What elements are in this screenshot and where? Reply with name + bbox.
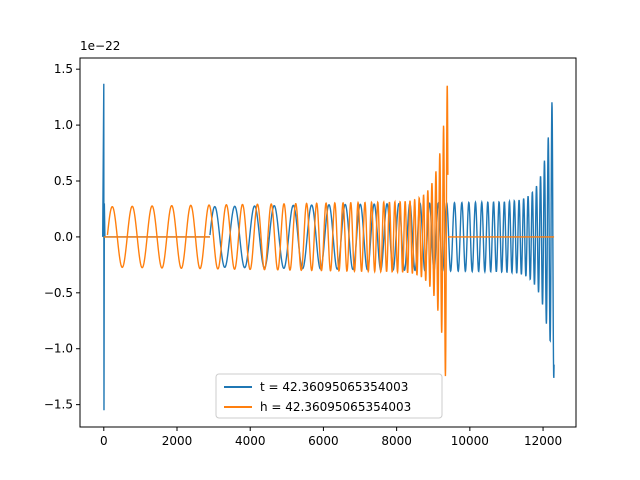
y-offset-label: 1e−22: [80, 39, 120, 53]
series-h: [103, 85, 555, 377]
x-tick-label: 6000: [308, 434, 339, 448]
x-tick-label: 0: [100, 434, 108, 448]
legend-label: h = 42.36095065354003: [260, 400, 411, 414]
y-tick-label: 1.0: [54, 118, 73, 132]
y-axis: −1.5 −1.0 −0.5 0.0 0.5 1.0 1.5: [44, 62, 80, 412]
legend: t = 42.36095065354003 h = 42.360950653540…: [215, 373, 443, 419]
y-tick-label: 0.0: [54, 230, 73, 244]
y-tick-label: 0.5: [54, 174, 73, 188]
plot-area: [102, 83, 555, 411]
y-tick-label: 1.5: [54, 62, 73, 76]
y-tick-label: −1.0: [44, 342, 73, 356]
y-tick-label: −0.5: [44, 286, 73, 300]
legend-label: t = 42.36095065354003: [260, 380, 408, 394]
series-line-segment: [102, 83, 106, 411]
y-tick-label: −1.5: [44, 398, 73, 412]
x-tick-label: 4000: [235, 434, 266, 448]
x-tick-label: 2000: [162, 434, 193, 448]
x-tick-label: 8000: [381, 434, 412, 448]
x-tick-label: 10000: [451, 434, 489, 448]
x-tick-label: 12000: [524, 434, 562, 448]
axes-frame: [79, 57, 577, 428]
x-axis: 0 2000 4000 6000 8000 10000 12000: [100, 427, 562, 448]
legend-box: [215, 373, 443, 419]
series-line-segment: [106, 85, 449, 377]
